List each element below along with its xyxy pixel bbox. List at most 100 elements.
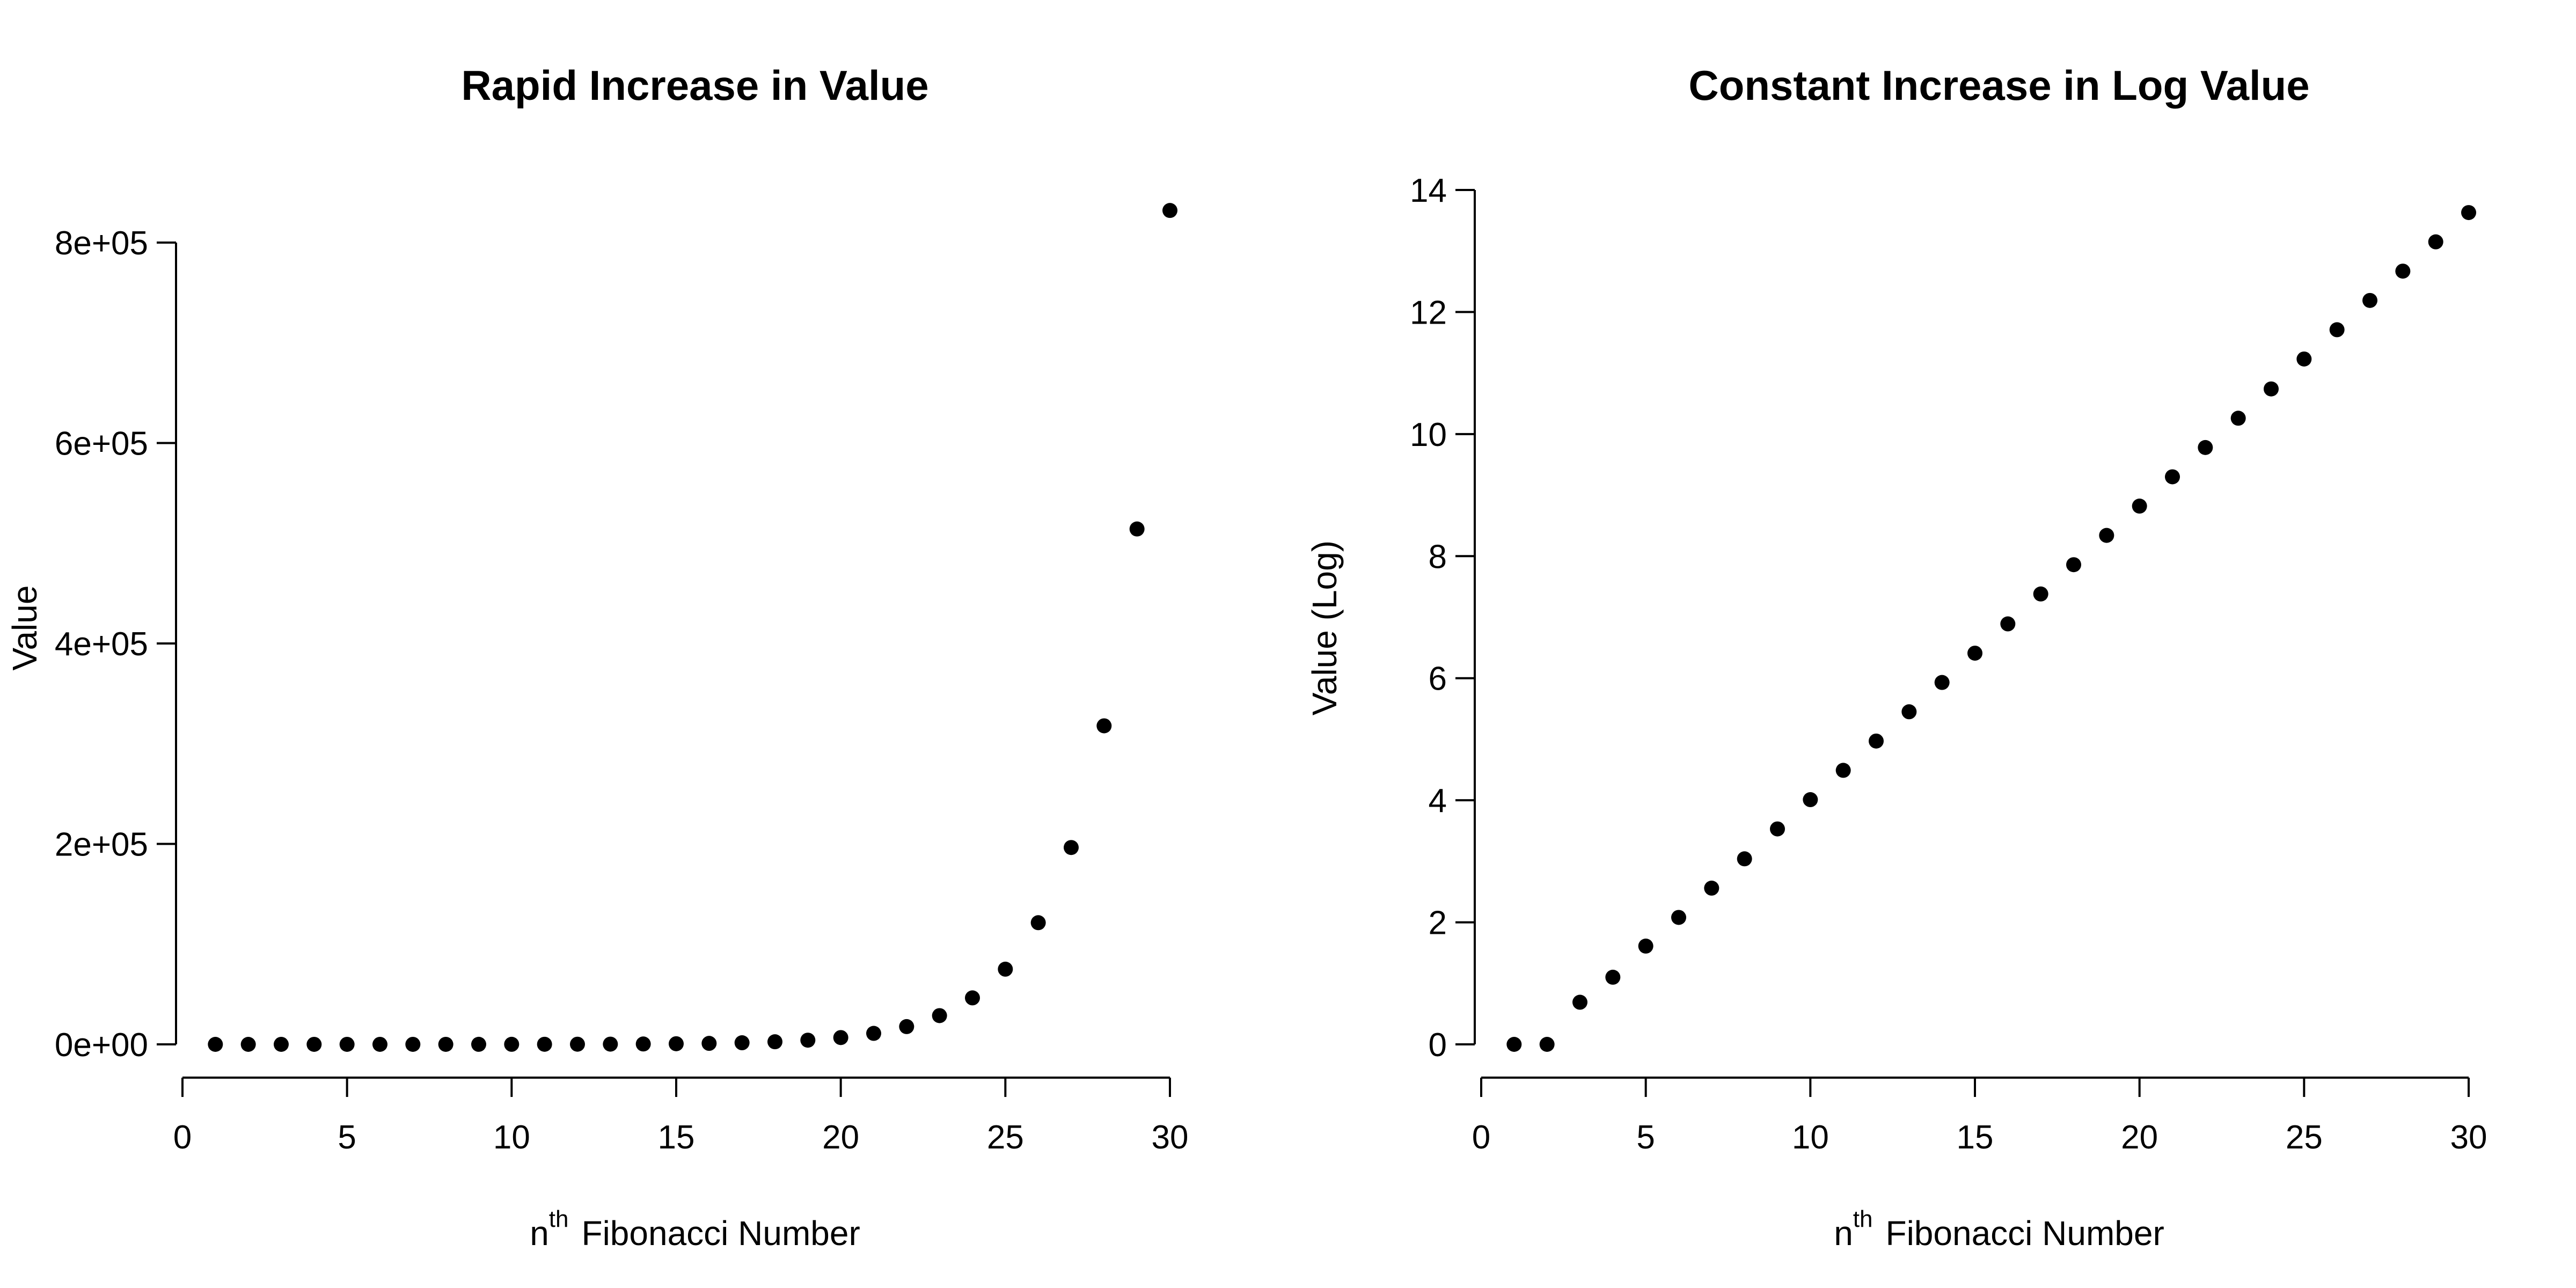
data-point xyxy=(1671,910,1686,925)
data-point xyxy=(2329,322,2345,338)
x-tick-label: 15 xyxy=(658,1119,695,1156)
y-tick-label: 6e+05 xyxy=(55,426,148,463)
data-point xyxy=(2165,469,2180,485)
x-tick-label: 25 xyxy=(987,1119,1024,1156)
x-axis-label: nth Fibonacci Number xyxy=(1834,1206,2164,1253)
x-axis-label-text: Fibonacci Number xyxy=(581,1214,860,1253)
data-points xyxy=(208,203,1177,1052)
data-point xyxy=(2198,440,2213,455)
data-point xyxy=(1770,821,1785,837)
data-point xyxy=(1605,969,1621,985)
data-point xyxy=(1129,521,1145,537)
data-point xyxy=(2230,411,2246,426)
y-tick-label: 14 xyxy=(1410,172,1447,209)
x-tick-label: 25 xyxy=(2286,1119,2323,1156)
x-axis-label-n: n xyxy=(1834,1214,1853,1253)
y-ticks: 0 2 4 6 8 10 12 14 xyxy=(1410,172,1475,1064)
data-point xyxy=(1064,840,1079,855)
x-axis-label-superscript: th xyxy=(1853,1206,1873,1232)
x-tick-label: 10 xyxy=(493,1119,530,1156)
y-axis: 0 2 4 6 8 10 12 14 xyxy=(1410,172,1476,1064)
x-tick-label: 30 xyxy=(1152,1119,1189,1156)
data-point xyxy=(635,1036,651,1052)
y-axis-label: Value (Log) xyxy=(1305,540,1344,715)
x-tick-label: 5 xyxy=(1636,1119,1655,1156)
data-point xyxy=(1934,675,1950,690)
x-ticks: 0 5 10 15 20 25 30 xyxy=(173,1078,1189,1156)
data-point xyxy=(2099,528,2114,543)
data-point xyxy=(274,1036,289,1052)
data-point xyxy=(306,1036,322,1052)
x-tick-label: 10 xyxy=(1792,1119,1829,1156)
y-tick-label: 0 xyxy=(1429,1027,1447,1064)
y-ticks: 0e+00 2e+05 4e+05 6e+05 8e+05 xyxy=(55,225,176,1064)
data-point xyxy=(208,1036,223,1052)
data-point xyxy=(734,1035,750,1051)
chart-title: Constant Increase in Log Value xyxy=(1688,62,2309,109)
data-point xyxy=(240,1036,256,1052)
data-point xyxy=(1835,763,1851,778)
data-point xyxy=(438,1036,453,1052)
y-tick-label: 8 xyxy=(1429,538,1447,575)
x-tick-label: 20 xyxy=(822,1119,859,1156)
x-axis-label-superscript: th xyxy=(549,1206,569,1232)
data-point xyxy=(537,1036,552,1052)
data-point xyxy=(767,1034,782,1050)
data-point xyxy=(1737,851,1752,867)
x-axis-label-text: Fibonacci Number xyxy=(1885,1214,2164,1253)
data-point xyxy=(2066,557,2081,573)
y-tick-label: 4 xyxy=(1429,782,1447,819)
x-tick-label: 30 xyxy=(2450,1119,2487,1156)
chart-title: Rapid Increase in Value xyxy=(461,62,928,109)
x-axis: 0 5 10 15 20 25 30 xyxy=(1472,1077,2487,1156)
x-axis-label-n: n xyxy=(530,1214,549,1253)
data-point xyxy=(1572,994,1587,1010)
data-point xyxy=(1539,1037,1555,1052)
y-tick-label: 6 xyxy=(1429,661,1447,698)
data-point xyxy=(965,990,980,1006)
data-point xyxy=(2362,292,2377,308)
data-point xyxy=(372,1036,387,1052)
data-point xyxy=(833,1030,848,1045)
x-axis-label: nth Fibonacci Number xyxy=(530,1206,860,1253)
data-point xyxy=(1967,646,1982,661)
data-point xyxy=(1162,203,1177,218)
data-point xyxy=(2033,586,2048,602)
x-ticks: 0 5 10 15 20 25 30 xyxy=(1472,1078,2487,1156)
data-point xyxy=(1803,792,1818,808)
data-point xyxy=(1638,938,1653,954)
data-point xyxy=(471,1036,486,1052)
x-axis: 0 5 10 15 20 25 30 xyxy=(173,1077,1189,1156)
data-point xyxy=(998,961,1013,977)
data-point xyxy=(2264,381,2279,397)
data-points xyxy=(1506,205,2476,1052)
data-point xyxy=(2000,616,2016,632)
x-tick-label: 0 xyxy=(173,1119,192,1156)
data-point xyxy=(1030,915,1046,931)
data-point xyxy=(2132,499,2147,514)
data-point xyxy=(603,1036,618,1052)
data-point xyxy=(800,1033,816,1048)
data-point xyxy=(1901,704,1917,720)
data-point xyxy=(2395,264,2411,279)
y-tick-label: 12 xyxy=(1410,294,1447,331)
x-tick-label: 15 xyxy=(1957,1119,1994,1156)
data-point xyxy=(339,1036,355,1052)
x-tick-label: 0 xyxy=(1472,1119,1490,1156)
y-tick-label: 8e+05 xyxy=(55,225,148,262)
y-tick-label: 0e+00 xyxy=(55,1027,148,1064)
data-point xyxy=(1704,880,1719,896)
y-tick-label: 10 xyxy=(1410,416,1447,453)
x-tick-label: 20 xyxy=(2121,1119,2158,1156)
data-point xyxy=(701,1036,717,1051)
data-point xyxy=(570,1036,585,1052)
data-point xyxy=(932,1008,947,1023)
data-point xyxy=(669,1036,684,1051)
value-chart-panel: Rapid Increase in Value 0 5 10 15 20 25 30 0e+… xyxy=(5,62,1188,1253)
data-point xyxy=(1506,1037,1522,1052)
data-point xyxy=(504,1036,519,1052)
data-point xyxy=(2461,205,2476,221)
data-point xyxy=(405,1036,421,1052)
